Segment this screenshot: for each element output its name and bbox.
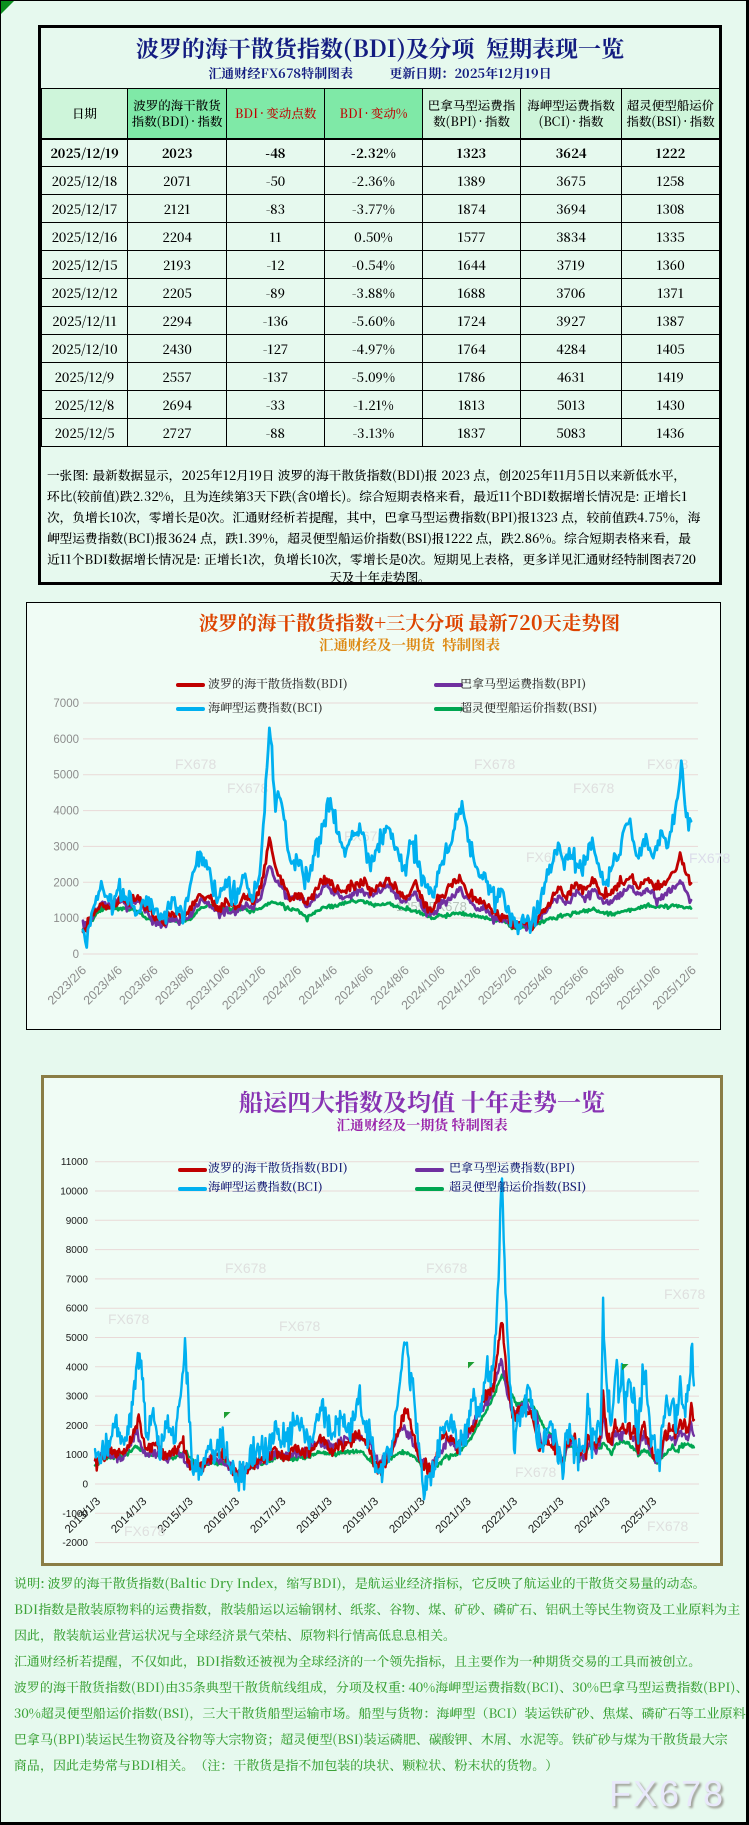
svg-text:1000: 1000 xyxy=(53,913,79,925)
svg-text:2024/2/6: 2024/2/6 xyxy=(260,963,304,1007)
svg-text:2000: 2000 xyxy=(53,877,79,889)
svg-text:FX678: FX678 xyxy=(647,756,688,772)
svg-text:2016/1/3: 2016/1/3 xyxy=(202,1496,242,1536)
svg-text:11000: 11000 xyxy=(61,1157,89,1168)
svg-text:3000: 3000 xyxy=(53,841,79,853)
svg-text:6000: 6000 xyxy=(53,734,79,746)
svg-text:2025/4/6: 2025/4/6 xyxy=(511,963,555,1007)
svg-text:4000: 4000 xyxy=(53,806,79,818)
svg-text:9000: 9000 xyxy=(66,1216,89,1227)
svg-text:FX678: FX678 xyxy=(225,1260,266,1276)
svg-text:2018/1/3: 2018/1/3 xyxy=(295,1496,335,1536)
svg-text:2023/2/6: 2023/2/6 xyxy=(45,963,89,1007)
svg-text:FX678: FX678 xyxy=(124,1523,165,1539)
svg-text:10000: 10000 xyxy=(60,1187,88,1198)
svg-text:3000: 3000 xyxy=(66,1392,89,1403)
svg-text:FX678: FX678 xyxy=(175,756,216,772)
svg-text:FX678: FX678 xyxy=(573,780,614,796)
svg-text:FX678: FX678 xyxy=(108,1311,149,1327)
svg-text:2019/1/3: 2019/1/3 xyxy=(341,1496,381,1536)
svg-text:2017/1/3: 2017/1/3 xyxy=(248,1496,288,1536)
svg-text:FX678: FX678 xyxy=(426,1260,467,1276)
svg-text:FX678: FX678 xyxy=(515,1464,556,1480)
svg-text:-2000: -2000 xyxy=(62,1538,88,1549)
svg-text:FX678: FX678 xyxy=(664,1286,705,1302)
svg-text:FX678: FX678 xyxy=(647,1518,688,1534)
svg-text:2024/1/3: 2024/1/3 xyxy=(573,1496,613,1536)
svg-text:7000: 7000 xyxy=(53,698,79,710)
svg-text:2000: 2000 xyxy=(66,1421,89,1432)
svg-text:2020/1/3: 2020/1/3 xyxy=(387,1496,427,1536)
svg-text:2021/1/3: 2021/1/3 xyxy=(434,1496,474,1536)
svg-text:2024/4/6: 2024/4/6 xyxy=(296,963,340,1007)
svg-text:0: 0 xyxy=(73,949,79,961)
svg-text:5000: 5000 xyxy=(66,1333,89,1344)
svg-text:FX678: FX678 xyxy=(227,780,268,796)
svg-text:2023/1/3: 2023/1/3 xyxy=(526,1496,566,1536)
svg-text:2022/1/3: 2022/1/3 xyxy=(480,1496,520,1536)
svg-text:7000: 7000 xyxy=(66,1274,89,1285)
svg-text:2025/6/6: 2025/6/6 xyxy=(547,963,591,1007)
svg-text:6000: 6000 xyxy=(66,1304,89,1315)
svg-text:FX678: FX678 xyxy=(279,1318,320,1334)
svg-text:FX678: FX678 xyxy=(474,756,515,772)
svg-text:2023/6/6: 2023/6/6 xyxy=(117,963,161,1007)
svg-text:5000: 5000 xyxy=(53,770,79,782)
svg-text:8000: 8000 xyxy=(66,1245,89,1256)
svg-text:1000: 1000 xyxy=(66,1450,89,1461)
svg-text:4000: 4000 xyxy=(66,1362,89,1373)
svg-text:0: 0 xyxy=(82,1480,88,1491)
svg-text:-1000: -1000 xyxy=(62,1509,88,1520)
